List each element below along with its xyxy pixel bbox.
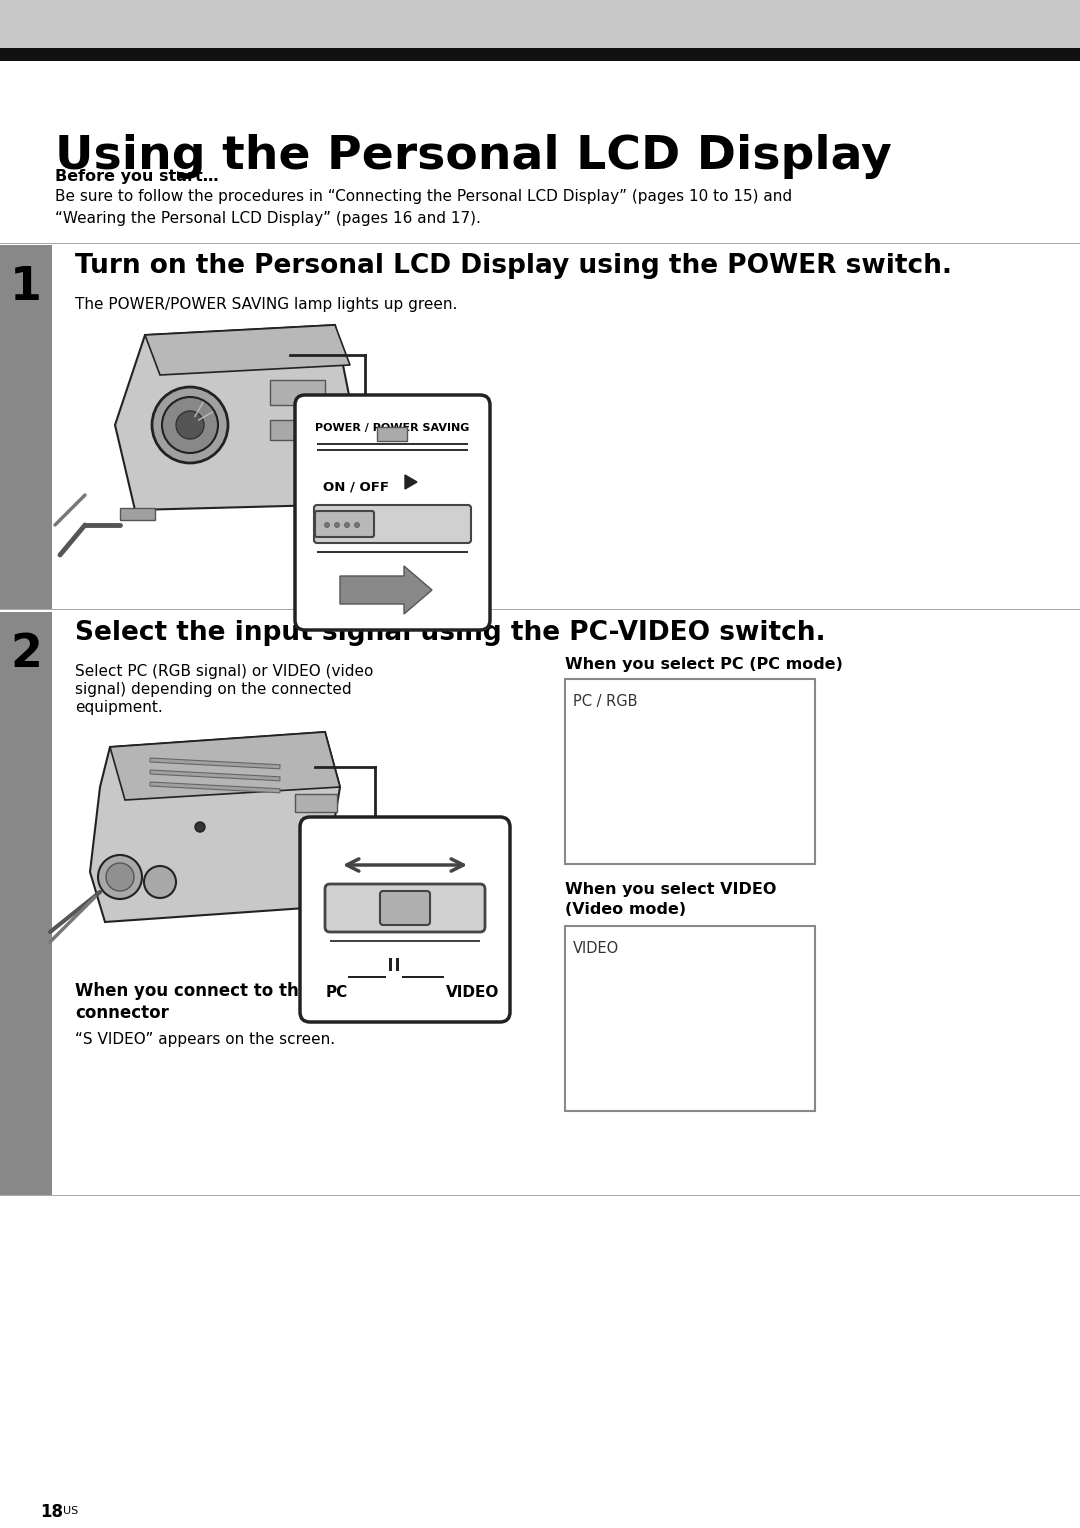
- Bar: [318, 449, 468, 451]
- Text: PC / RGB: PC / RGB: [573, 694, 637, 709]
- Bar: [150, 770, 280, 781]
- Bar: [565, 678, 815, 863]
- Text: VIDEO: VIDEO: [446, 986, 499, 999]
- Text: “S VIDEO” appears on the screen.: “S VIDEO” appears on the screen.: [75, 1031, 335, 1047]
- Bar: [318, 443, 468, 445]
- Text: Turn on the Personal LCD Display using the POWER switch.: Turn on the Personal LCD Display using t…: [75, 254, 951, 280]
- Bar: [150, 782, 280, 793]
- Polygon shape: [114, 325, 355, 510]
- FancyBboxPatch shape: [325, 885, 485, 932]
- Text: US: US: [63, 1507, 78, 1516]
- Circle shape: [106, 863, 134, 891]
- Circle shape: [162, 397, 218, 452]
- Text: POWER / POWER SAVING: POWER / POWER SAVING: [315, 423, 470, 432]
- Text: The POWER/POWER SAVING lamp lights up green.: The POWER/POWER SAVING lamp lights up gr…: [75, 296, 457, 312]
- Bar: [0, 0, 1080, 47]
- Circle shape: [354, 523, 360, 527]
- Text: connector: connector: [75, 1004, 168, 1022]
- Circle shape: [195, 822, 205, 833]
- FancyBboxPatch shape: [380, 891, 430, 924]
- Bar: [0, 244, 52, 610]
- Text: When you select PC (PC mode): When you select PC (PC mode): [565, 657, 842, 672]
- Text: VIDEO: VIDEO: [573, 941, 619, 957]
- Bar: [0, 613, 52, 1195]
- Text: Select the input signal using the PC-VIDEO switch.: Select the input signal using the PC-VID…: [75, 620, 825, 646]
- Bar: [150, 758, 280, 769]
- Text: Using the Personal LCD Display: Using the Personal LCD Display: [55, 134, 892, 179]
- Text: 1: 1: [10, 264, 42, 310]
- FancyBboxPatch shape: [314, 504, 471, 542]
- Circle shape: [152, 387, 228, 463]
- Bar: [348, 975, 386, 978]
- FancyBboxPatch shape: [300, 817, 510, 1022]
- Text: ON / OFF: ON / OFF: [323, 480, 389, 494]
- Text: When you connect to the S-video: When you connect to the S-video: [75, 983, 386, 999]
- Text: equipment.: equipment.: [75, 700, 163, 715]
- Text: signal) depending on the connected: signal) depending on the connected: [75, 681, 352, 697]
- Polygon shape: [90, 732, 340, 921]
- Circle shape: [345, 523, 350, 527]
- Circle shape: [144, 866, 176, 898]
- Circle shape: [324, 523, 329, 527]
- Text: (Video mode): (Video mode): [565, 902, 686, 917]
- Bar: [270, 380, 325, 405]
- Text: When you select VIDEO: When you select VIDEO: [565, 882, 777, 897]
- Text: 2: 2: [10, 633, 42, 677]
- Polygon shape: [405, 475, 417, 489]
- Circle shape: [98, 856, 141, 898]
- Bar: [295, 795, 337, 811]
- Bar: [0, 47, 1080, 61]
- Bar: [565, 926, 815, 1111]
- FancyBboxPatch shape: [295, 396, 490, 630]
- Bar: [389, 958, 392, 970]
- Bar: [318, 552, 468, 553]
- Bar: [330, 940, 480, 941]
- Text: Be sure to follow the procedures in “Connecting the Personal LCD Display” (pages: Be sure to follow the procedures in “Con…: [55, 189, 792, 226]
- Circle shape: [335, 523, 339, 527]
- Polygon shape: [340, 565, 432, 614]
- Bar: [120, 507, 156, 520]
- Text: Before you start…: Before you start…: [55, 170, 218, 183]
- Bar: [270, 420, 325, 440]
- Bar: [396, 958, 399, 970]
- Circle shape: [176, 411, 204, 439]
- Bar: [377, 426, 407, 442]
- FancyBboxPatch shape: [315, 510, 374, 536]
- Text: 18: 18: [40, 1504, 63, 1520]
- Text: PC: PC: [326, 986, 348, 999]
- Text: Select PC (RGB signal) or VIDEO (video: Select PC (RGB signal) or VIDEO (video: [75, 665, 374, 678]
- Polygon shape: [110, 732, 340, 801]
- Bar: [402, 975, 444, 978]
- Polygon shape: [145, 325, 350, 374]
